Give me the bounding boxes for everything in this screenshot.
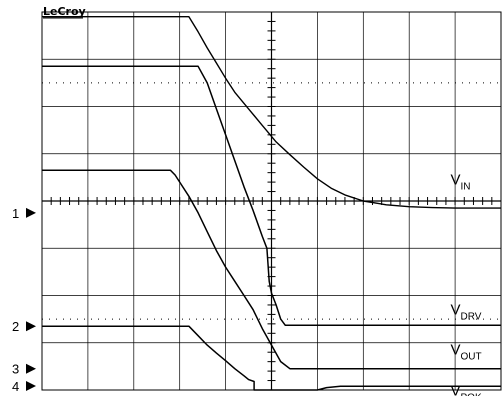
trace-label-subscript: IN [461, 181, 471, 192]
ground-markers: 1 2 3 4 [12, 206, 36, 394]
graticule [41, 11, 502, 391]
trace-pok [42, 325, 501, 391]
trace-label-in: VIN [451, 171, 471, 192]
ground-marker-arrow [26, 321, 36, 332]
ground-marker-arrow [26, 381, 36, 391]
ground-marker-label: 4 [12, 379, 19, 394]
trace-label-out: VOUT [451, 342, 482, 363]
ground-marker-label: 3 [12, 362, 19, 377]
trace-label-main: V [451, 383, 461, 396]
ground-marker-label: 1 [12, 206, 19, 221]
trace-label-subscript: DRV [461, 311, 482, 322]
trace-label-main: V [451, 342, 461, 359]
ground-marker-label: 2 [12, 319, 19, 334]
ground-marker-arrow [26, 207, 36, 218]
trace-label-subscript: POK [461, 393, 482, 396]
trace-labels: VINVDRVVOUTVPOK [451, 171, 482, 396]
trace-label-subscript: OUT [461, 352, 482, 363]
trace-drv [42, 65, 501, 327]
ground-marker-arrow [26, 363, 36, 374]
brand-logo-text: LeCroy [43, 5, 86, 18]
trace-group [42, 16, 501, 391]
trace-label-main: V [451, 171, 461, 188]
trace-out [42, 169, 501, 370]
trace-label-main: V [451, 301, 461, 318]
trace-label-drv: VDRV [451, 301, 482, 322]
trace-label-pok: VPOK [451, 383, 482, 396]
trace-in [42, 16, 501, 209]
